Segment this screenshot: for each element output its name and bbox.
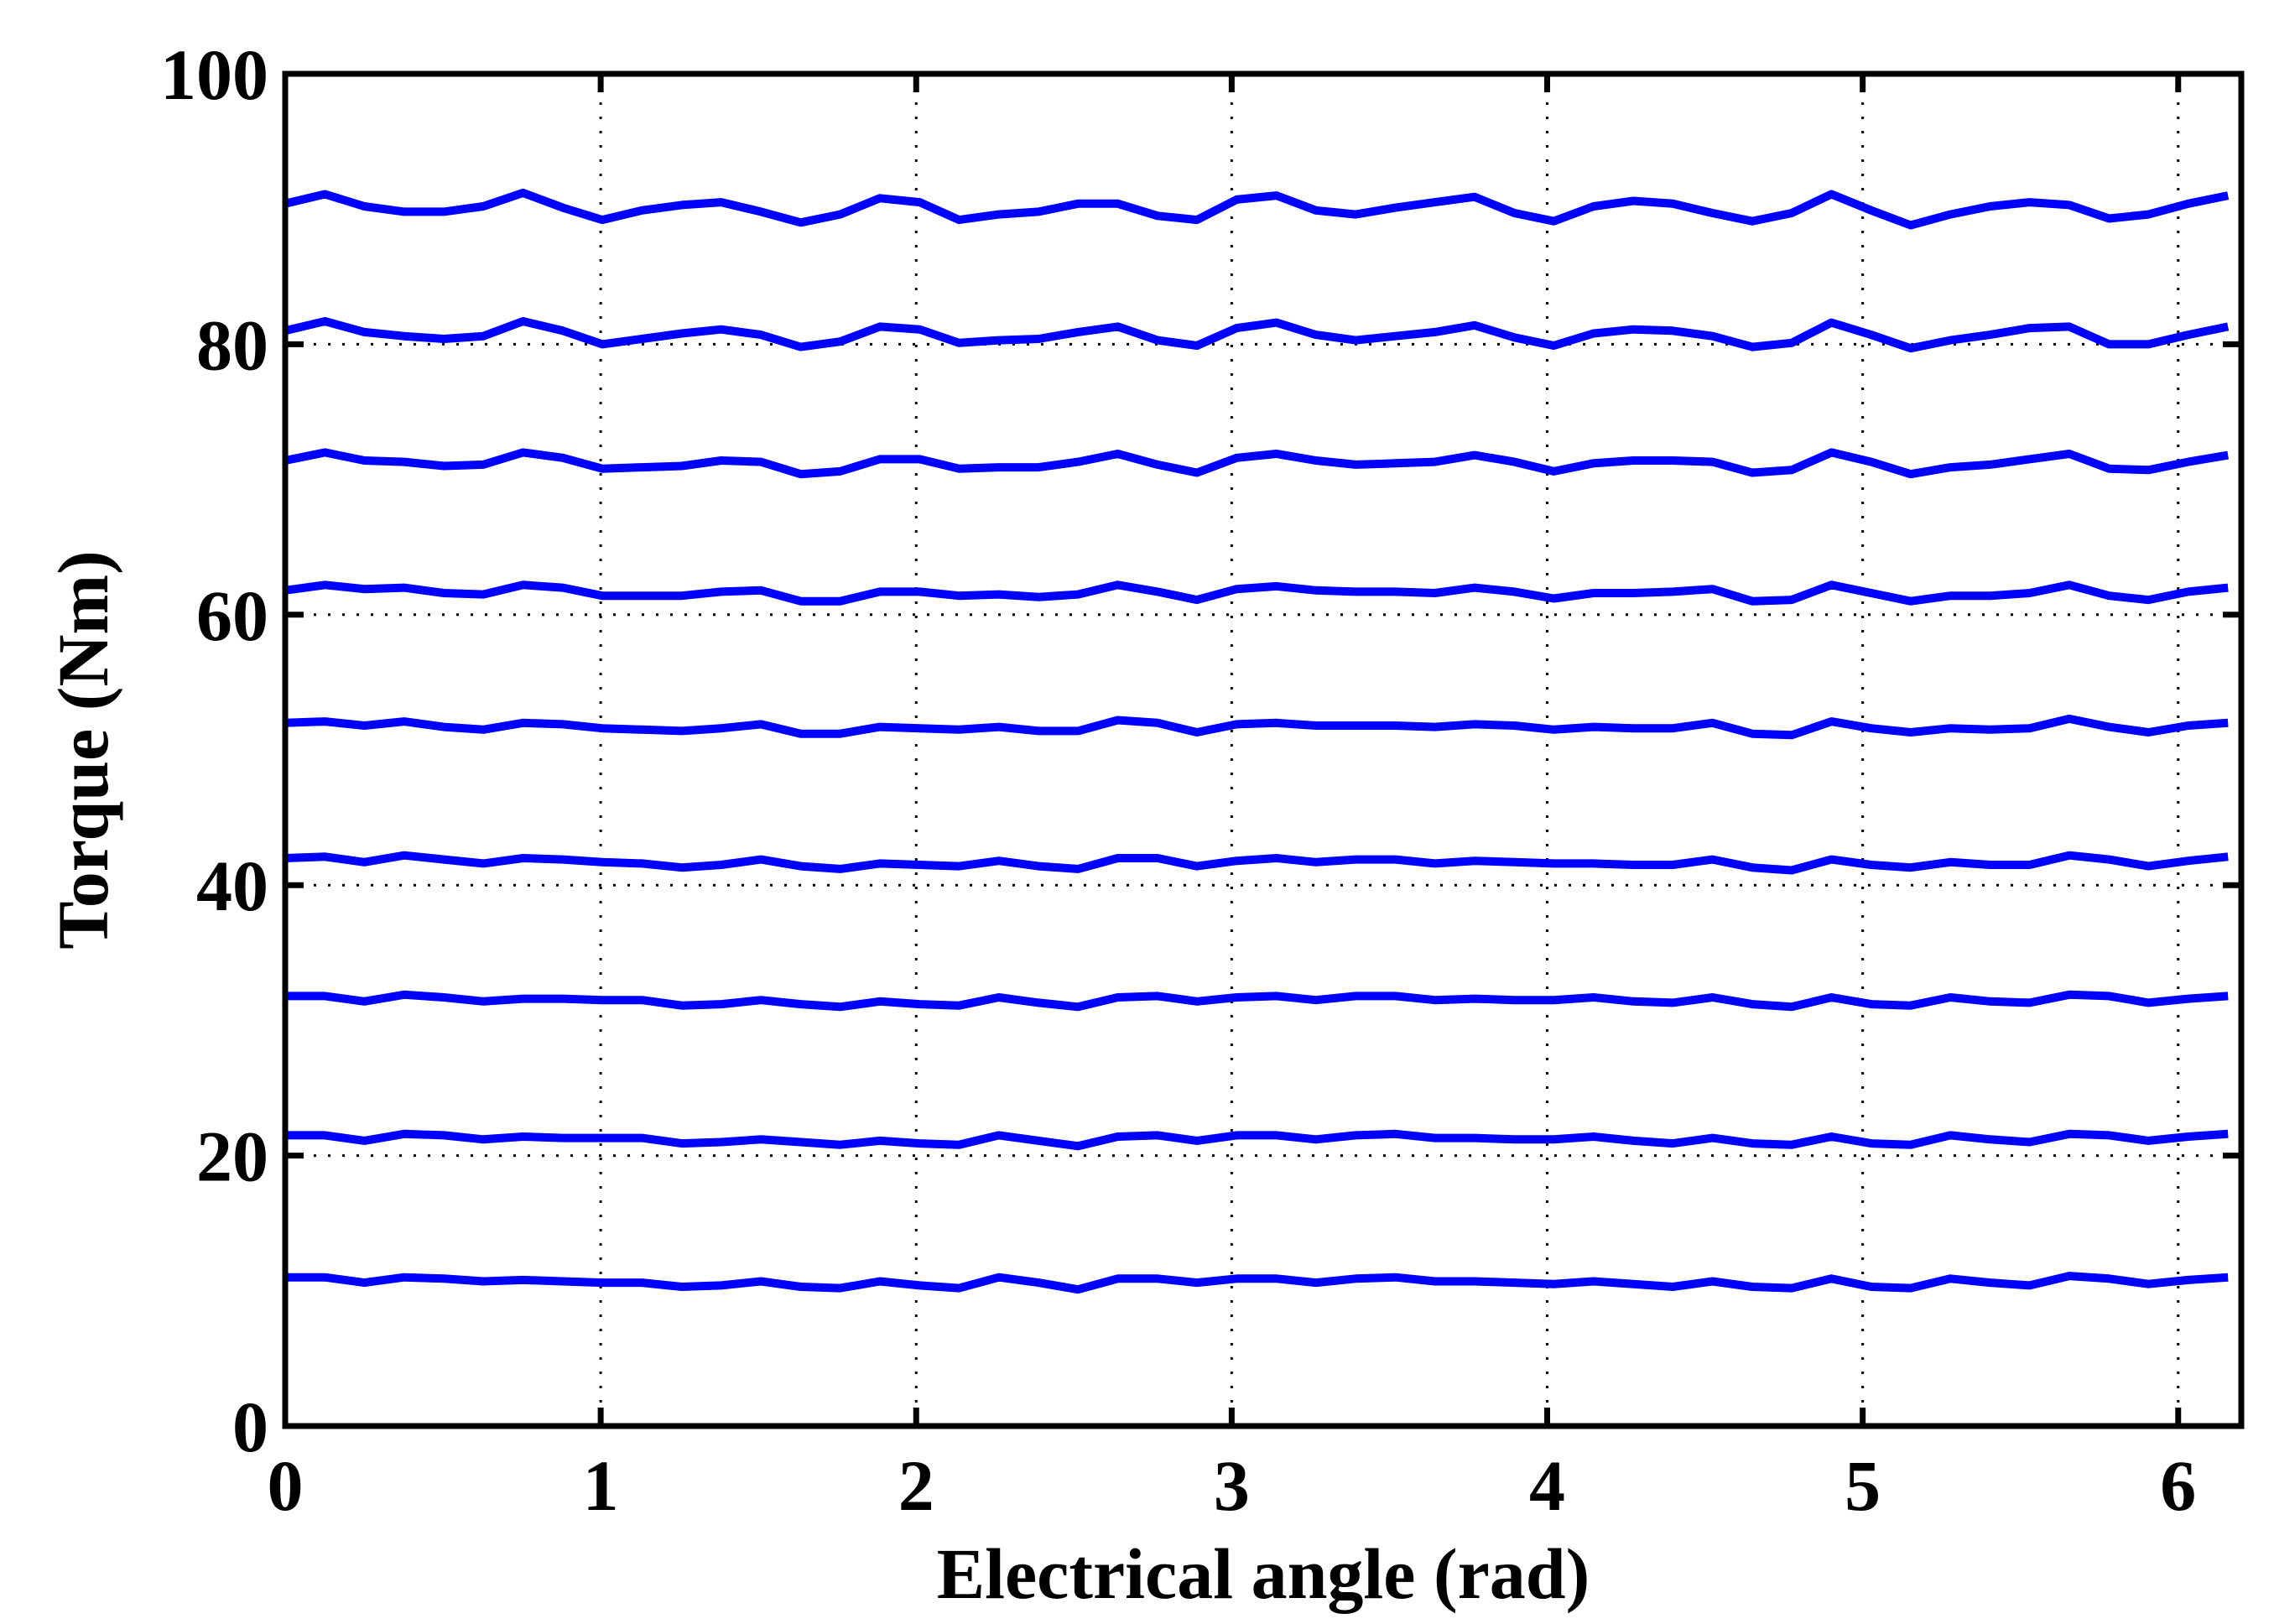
series-line-9 [285, 1272, 2229, 1294]
x-tick-label: 2 [898, 1445, 934, 1526]
x-tick-label: 0 [268, 1445, 304, 1526]
series-line-1 [284, 188, 2230, 230]
tick-marks [282, 70, 2241, 1429]
x-tick-label: 5 [1845, 1445, 1881, 1526]
y-tick-label: 40 [196, 846, 268, 926]
series-line-2 [284, 317, 2230, 353]
x-tick-label: 4 [1529, 1445, 1565, 1526]
y-tick-label: 0 [232, 1387, 268, 1467]
x-tick-labels: 0 1 2 3 4 5 6 [268, 1445, 2197, 1526]
series-line-6 [284, 851, 2229, 875]
y-tick-label: 100 [160, 34, 268, 115]
x-tick-label: 3 [1214, 1445, 1250, 1526]
series-line-8 [285, 1129, 2229, 1151]
series-line-7 [285, 990, 2229, 1012]
series-line-5 [284, 714, 2229, 740]
y-tick-label: 60 [196, 575, 268, 656]
x-tick-label: 1 [583, 1445, 619, 1526]
plot-frame [282, 70, 2245, 1429]
series-group [284, 188, 2230, 1294]
series-line-3 [284, 448, 2230, 479]
grid-lines [285, 74, 2241, 1426]
y-axis-title: Torque (Nm) [43, 550, 123, 949]
y-tick-label: 80 [196, 304, 268, 385]
x-axis-title: Electrical angle (rad) [937, 1533, 1590, 1614]
series-line-4 [284, 580, 2229, 606]
y-tick-label: 20 [196, 1116, 268, 1197]
x-tick-label: 6 [2160, 1445, 2196, 1526]
y-tick-labels: 0 20 40 60 80 100 [160, 34, 268, 1467]
